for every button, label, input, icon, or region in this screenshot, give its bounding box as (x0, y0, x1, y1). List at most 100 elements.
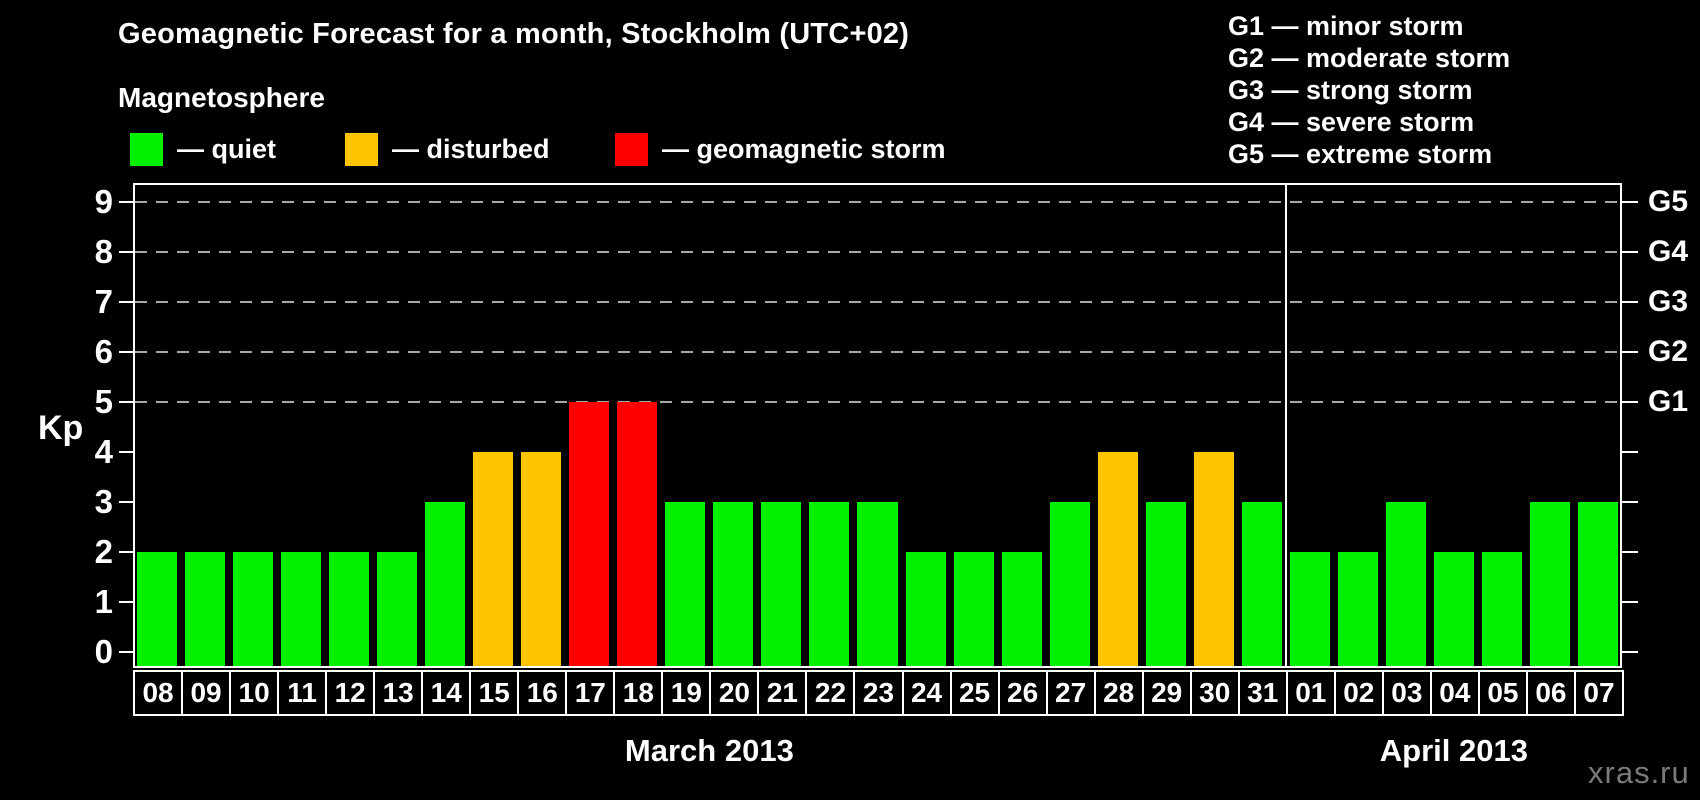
storm-scale-g1: G1 — minor storm (1228, 11, 1464, 41)
day-label-26: 26 (997, 670, 1048, 716)
day-label-15: 15 (469, 670, 520, 716)
bar-march-08 (137, 552, 178, 666)
bar-march-23 (857, 502, 898, 666)
y-axis-tick-right-2 (1622, 551, 1638, 553)
day-label-16: 16 (517, 670, 568, 716)
gridline-kp8 (135, 251, 1620, 253)
y-axis-label-7: 7 (94, 283, 113, 320)
day-label-22: 22 (805, 670, 856, 716)
day-label-30: 30 (1189, 670, 1240, 716)
y-axis-label-8: 8 (94, 233, 113, 270)
day-label-28: 28 (1093, 670, 1144, 716)
day-label-07: 07 (1573, 670, 1624, 716)
day-label-10: 10 (229, 670, 280, 716)
bar-march-19 (665, 502, 706, 666)
y-axis-tick-right-4 (1622, 451, 1638, 453)
gridline-kp5 (135, 401, 1620, 403)
bar-march-24 (905, 552, 946, 666)
y-axis-label-3: 3 (94, 483, 113, 520)
day-label-12: 12 (325, 670, 376, 716)
bar-march-30 (1193, 452, 1234, 666)
bar-march-26 (1001, 552, 1042, 666)
bar-march-25 (953, 552, 994, 666)
bar-march-09 (185, 552, 226, 666)
day-label-02: 02 (1333, 670, 1384, 716)
day-label-14: 14 (421, 670, 472, 716)
legend-item-storm: — geomagnetic storm (615, 131, 946, 167)
y-axis-tick-right-1 (1622, 601, 1638, 603)
bar-april-06 (1529, 502, 1570, 666)
magnetosphere-label: Magnetosphere (118, 82, 325, 113)
g-axis-label-g1: G1 (1648, 385, 1689, 418)
page-title: Geomagnetic Forecast for a month, Stockh… (118, 18, 910, 50)
y-axis-tick-left-9 (119, 201, 133, 203)
storm-scale-g4: G4 — severe storm (1228, 107, 1475, 137)
bar-march-10 (233, 552, 274, 666)
quiet-label: — quiet (177, 133, 276, 164)
bar-march-15 (473, 452, 514, 666)
month-label-april-2013: April 2013 (1379, 733, 1528, 768)
bar-april-01 (1289, 552, 1330, 666)
storm-scale-g5: G5 — extreme storm (1228, 139, 1493, 169)
day-label-04: 04 (1429, 670, 1480, 716)
day-label-18: 18 (613, 670, 664, 716)
day-label-25: 25 (949, 670, 1000, 716)
gridline-kp9 (135, 201, 1620, 203)
bar-april-05 (1481, 552, 1522, 666)
bar-march-16 (521, 452, 562, 666)
y-axis-tick-right-3 (1622, 501, 1638, 503)
day-label-08: 08 (133, 670, 184, 716)
y-axis-label-6: 6 (94, 333, 113, 370)
bar-march-18 (617, 402, 658, 666)
y-axis-tick-left-1 (119, 601, 133, 603)
storm-label: — geomagnetic storm (662, 133, 946, 164)
y-axis-tick-right-9 (1622, 201, 1638, 203)
watermark-xras-ru: xras.ru (1588, 755, 1690, 790)
y-axis-tick-left-8 (119, 251, 133, 253)
storm-scale-g3: G3 — strong storm (1228, 75, 1473, 105)
bar-march-31 (1241, 502, 1282, 666)
day-label-03: 03 (1381, 670, 1432, 716)
month-separator-line (1284, 183, 1287, 668)
bar-march-28 (1097, 452, 1138, 666)
g-axis-label-g3: G3 (1648, 285, 1689, 318)
y-axis-tick-right-5 (1622, 401, 1638, 403)
bar-march-22 (809, 502, 850, 666)
legend-item-quiet: — quiet (130, 131, 276, 167)
y-axis-label-2: 2 (94, 533, 113, 570)
month-label-march-2013: March 2013 (624, 733, 794, 768)
y-axis-tick-left-3 (119, 501, 133, 503)
bar-april-02 (1337, 552, 1378, 666)
day-label-05: 05 (1477, 670, 1528, 716)
y-axis-tick-left-5 (119, 401, 133, 403)
y-axis-label-1: 1 (94, 583, 113, 620)
bar-march-11 (281, 552, 322, 666)
disturbed-swatch (345, 132, 378, 166)
day-label-row: 08 09 10 11 12 13 14 15 16 17 18 19 20 21 22 23 24 25 26 27… (133, 670, 1624, 716)
y-axis-tick-left-4 (119, 451, 133, 453)
day-label-20: 20 (709, 670, 760, 716)
disturbed-label: — disturbed (392, 133, 550, 164)
day-label-17: 17 (565, 670, 616, 716)
bar-april-07 (1577, 502, 1618, 666)
storm-scale-legend: G1 — minor storm G2 — moderate storm G3 … (1228, 10, 1510, 170)
bar-march-12 (329, 552, 370, 666)
y-axis-tick-right-8 (1622, 251, 1638, 253)
day-label-21: 21 (757, 670, 808, 716)
day-label-23: 23 (853, 670, 904, 716)
bar-april-03 (1385, 502, 1426, 666)
g-axis-label-g4: G4 (1648, 235, 1689, 268)
g-axis-label-g5: G5 (1648, 185, 1689, 218)
storm-swatch (615, 132, 648, 166)
y-axis-title: Kp (38, 409, 84, 447)
gridline-kp6 (135, 351, 1620, 353)
day-label-29: 29 (1141, 670, 1192, 716)
day-label-27: 27 (1045, 670, 1096, 716)
day-label-31: 31 (1237, 670, 1288, 716)
day-label-13: 13 (373, 670, 424, 716)
bar-march-17 (569, 402, 610, 666)
bar-march-21 (761, 502, 802, 666)
y-axis-tick-right-6 (1622, 351, 1638, 353)
storm-scale-g2: G2 — moderate storm (1228, 43, 1511, 73)
